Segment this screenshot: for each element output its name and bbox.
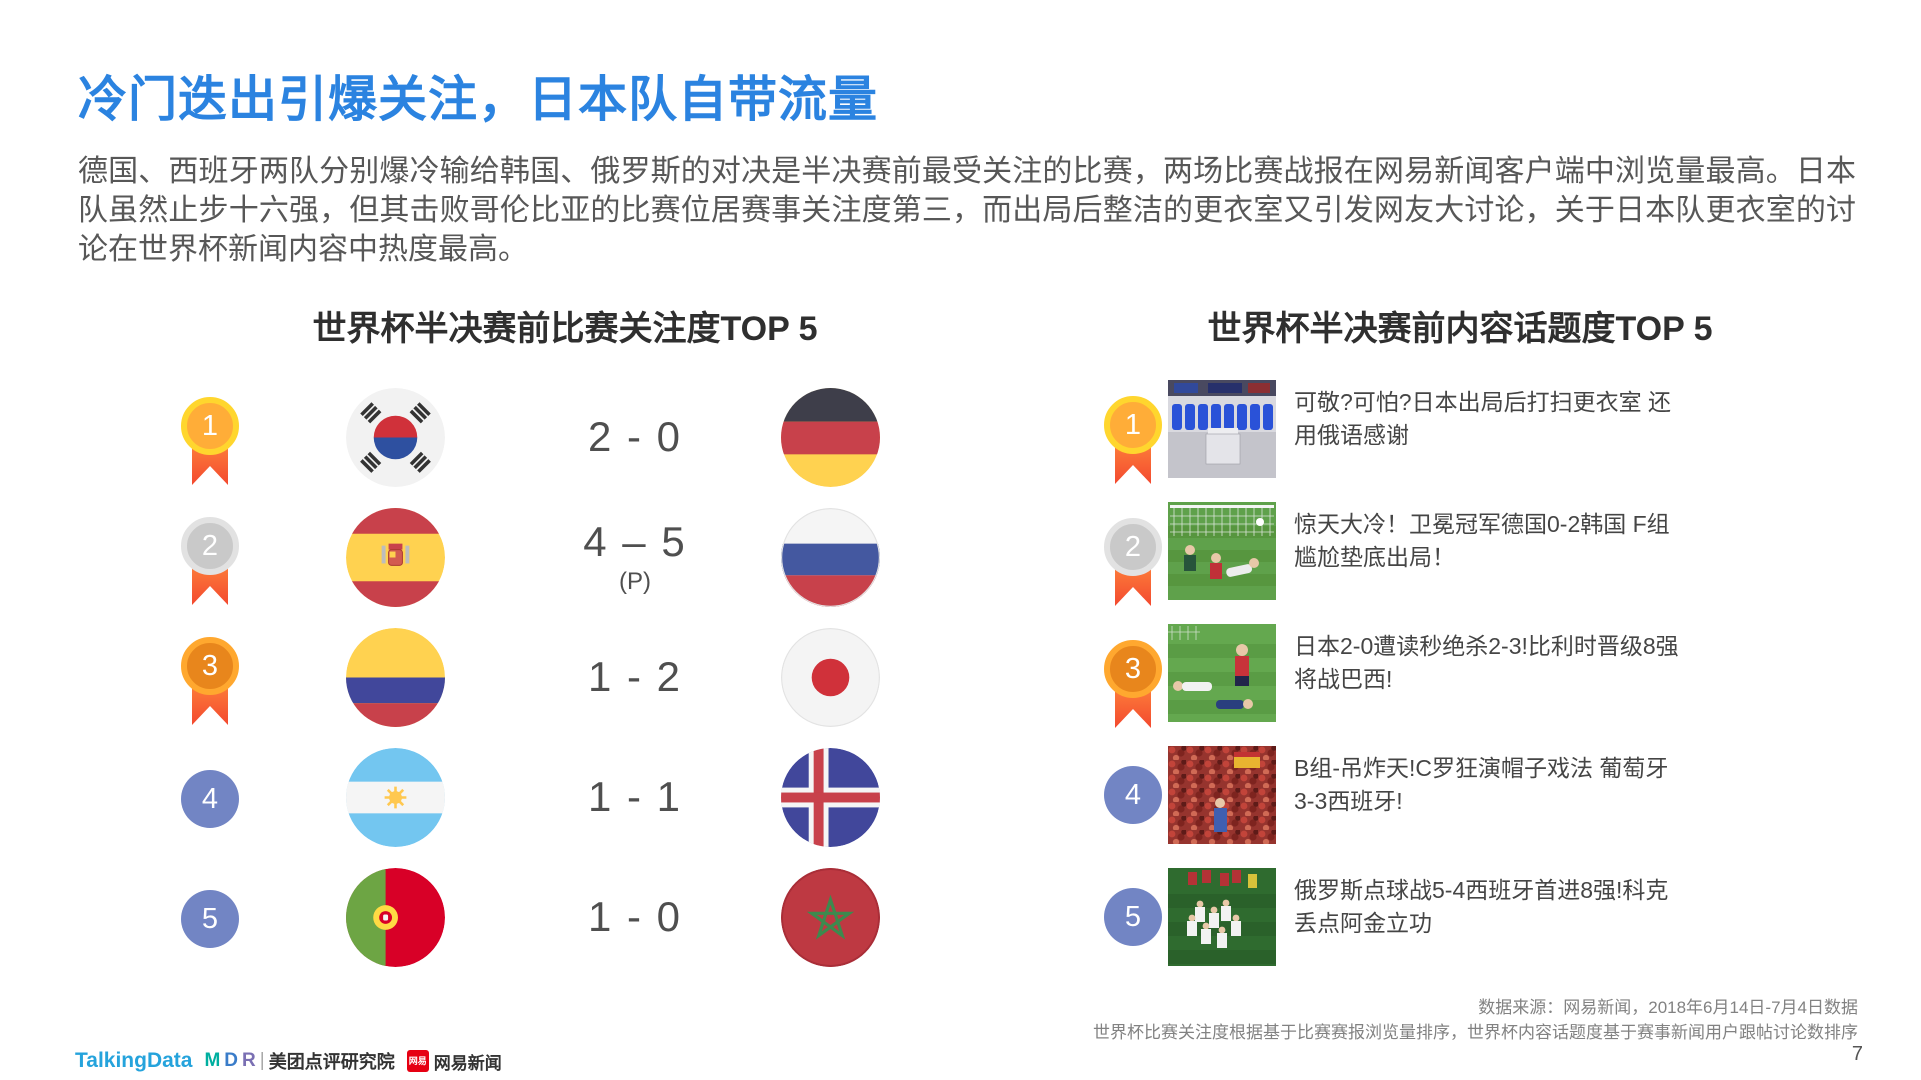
news-headline: 惊天大冷！卫冕冠军德国0-2韩国 F组尴尬垫底出局！ xyxy=(1294,511,1670,570)
news-row-1: 1 可敬?可怕?日本出局后打扫更衣室 还用俄语感谢 xyxy=(1098,378,1908,500)
news-thumbnail-players-on-pitch xyxy=(1168,624,1276,722)
rank-number: 4 xyxy=(181,770,239,828)
match-score: 2 - 0 xyxy=(587,413,683,460)
match-row-1: 1 2 - 0 xyxy=(165,377,925,497)
news-row-2: 2 惊天大冷！卫冕冠军德国0-2韩国 xyxy=(1098,500,1908,622)
news-headline: 日本2-0遭读秒绝杀2-3!比利时晋级8强将战巴西! xyxy=(1294,633,1679,692)
match-row-3: 3 1 - 2 xyxy=(165,617,925,737)
netease-news-label: 网易新闻 xyxy=(433,1053,502,1073)
match-row-5: 5 1 - 0 xyxy=(165,857,925,977)
rank-2-medal-icon: 2 xyxy=(1098,510,1168,606)
rank-5-badge: 5 xyxy=(175,869,245,965)
flag-colombia-icon xyxy=(345,627,445,727)
match-row-2: 2 4 – 5 xyxy=(165,497,925,617)
rank-2-medal-icon: 2 xyxy=(175,509,245,605)
talkingdata-logo: TalkingData xyxy=(75,1049,193,1072)
rank-number: 2 xyxy=(1104,518,1162,576)
mdr-letter-m: M xyxy=(204,1050,221,1071)
news-row-4: 4 B组-吊炸天!C罗狂演帽子戏法 葡萄牙3-3西班牙! xyxy=(1098,744,1908,866)
page-number: 7 xyxy=(1851,1043,1863,1065)
penalty-note: (P) xyxy=(619,568,651,595)
rank-4-badge: 4 xyxy=(1098,754,1168,850)
news-thumbnail-celebration xyxy=(1168,868,1276,966)
flag-south-korea-icon xyxy=(345,387,445,487)
flag-iceland-icon xyxy=(780,747,880,847)
logo-divider: | xyxy=(259,1050,265,1071)
mdr-letter-r: R xyxy=(242,1050,256,1071)
content-topic-list: 1 可敬?可怕?日本出局后打扫更衣室 还用俄语感谢 xyxy=(1098,378,1908,988)
news-thumbnail-locker-room xyxy=(1168,380,1276,478)
page-title: 冷门迭出引爆关注，日本队自带流量 xyxy=(78,73,879,127)
news-headline: B组-吊炸天!C罗狂演帽子戏法 葡萄牙3-3西班牙! xyxy=(1294,755,1669,814)
netease-badge-icon: 网易 xyxy=(406,1050,429,1072)
news-thumbnail-red-crowd xyxy=(1168,746,1276,844)
news-row-5: 5 俄罗斯点球战5 xyxy=(1098,866,1908,988)
rank-4-badge: 4 xyxy=(175,749,245,845)
netease-news-logo: 网易 网易新闻 xyxy=(406,1049,502,1074)
rank-number: 5 xyxy=(181,890,239,948)
news-headline: 俄罗斯点球战5-4西班牙首进8强!科克丢点阿金立功 xyxy=(1294,877,1669,936)
rank-number: 5 xyxy=(1104,888,1162,946)
flag-spain-icon xyxy=(345,507,445,607)
news-thumbnail-goal-scene xyxy=(1168,502,1276,600)
match-score: 1 - 0 xyxy=(587,893,683,940)
rank-5-badge: 5 xyxy=(1098,876,1168,972)
match-attention-list: 1 2 - 0 xyxy=(165,377,925,977)
rank-1-medal-icon: 1 xyxy=(175,389,245,485)
right-panel-heading: 世界杯半决赛前内容话题度TOP 5 xyxy=(1207,310,1713,348)
match-score: 4 – 5 xyxy=(583,518,687,565)
rank-number: 3 xyxy=(181,637,239,695)
rank-number: 1 xyxy=(181,397,239,455)
rank-3-medal-icon: 3 xyxy=(1098,632,1168,728)
rank-number: 2 xyxy=(181,517,239,575)
body-paragraph: 德国、西班牙两队分别爆冷输给韩国、俄罗斯的对决是半决赛前最受关注的比赛，两场比赛… xyxy=(78,155,1856,266)
left-panel-heading: 世界杯半决赛前比赛关注度TOP 5 xyxy=(312,310,818,348)
rank-1-medal-icon: 1 xyxy=(1098,388,1168,484)
news-row-3: 3 日本2-0遭读秒绝杀2-3!比利时晋级8强将战巴西! xyxy=(1098,622,1908,744)
flag-portugal-icon xyxy=(345,867,445,967)
match-row-4: 4 1 - 1 xyxy=(165,737,925,857)
rank-number: 1 xyxy=(1104,396,1162,454)
source-line-2: 世界杯比赛关注度根据基于比赛赛报浏览量排序，世界杯内容话题度基于赛事新闻用户跟帖… xyxy=(1093,1023,1858,1042)
flag-argentina-icon xyxy=(345,747,445,847)
flag-germany-icon xyxy=(780,387,880,487)
rank-3-medal-icon: 3 xyxy=(175,629,245,725)
meituan-research-label: 美团点评研究院 xyxy=(268,1052,395,1072)
news-headline: 可敬?可怕?日本出局后打扫更衣室 还用俄语感谢 xyxy=(1294,389,1671,448)
flag-russia-icon xyxy=(780,507,880,607)
flag-morocco-icon xyxy=(780,867,880,967)
source-line-1: 数据来源：网易新闻，2018年6月14日-7月4日数据 xyxy=(1478,998,1858,1017)
rank-number: 4 xyxy=(1104,766,1162,824)
match-score: 1 - 2 xyxy=(587,653,683,700)
rank-number: 3 xyxy=(1104,640,1162,698)
mdr-letter-d: D xyxy=(224,1050,239,1071)
data-source-note: 数据来源：网易新闻，2018年6月14日-7月4日数据 世界杯比赛关注度根据基于… xyxy=(1093,995,1858,1045)
flag-japan-icon xyxy=(780,627,880,727)
match-score: 1 - 1 xyxy=(587,773,683,820)
